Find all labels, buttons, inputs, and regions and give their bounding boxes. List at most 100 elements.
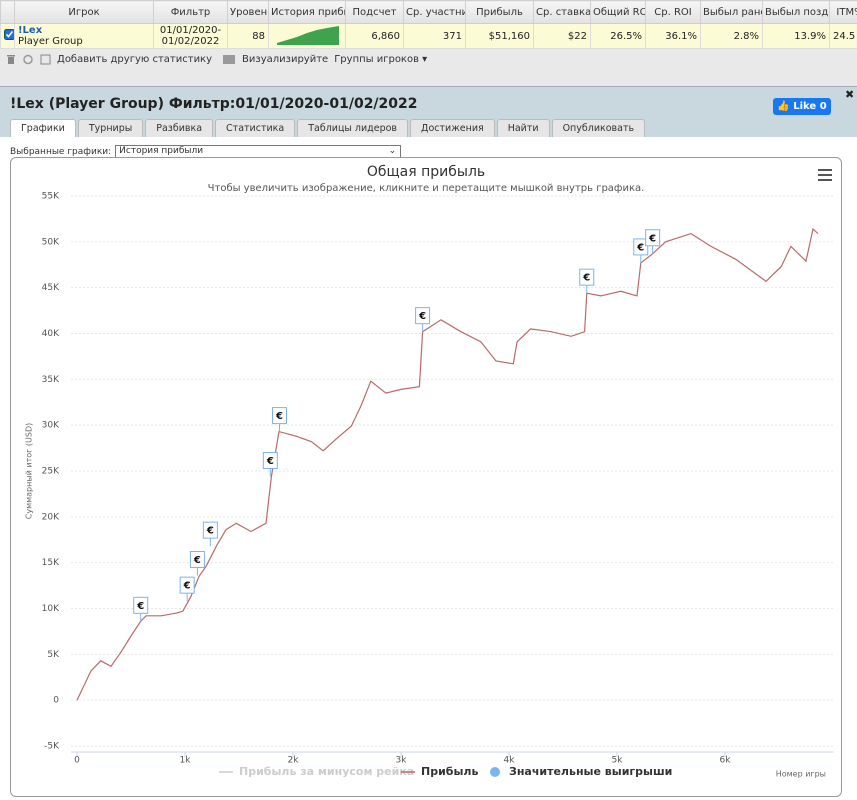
x-tick-label: 0 [74, 756, 80, 766]
cell: $51,160 [465, 23, 534, 49]
tab[interactable]: Графики [10, 119, 76, 137]
tab[interactable]: Опубликовать [551, 119, 646, 137]
marker-box [272, 407, 287, 425]
header-cell[interactable]: Прибыль [465, 0, 534, 24]
like-count[interactable]: 0 [819, 101, 827, 112]
big-win-marker[interactable]: € [579, 268, 595, 294]
player-name[interactable]: !Lex [18, 25, 43, 36]
legend-label: Прибыль [421, 765, 478, 778]
big-win-marker[interactable]: € [202, 521, 218, 547]
header-cell[interactable]: Фильтр [153, 0, 228, 24]
cell: 371 [403, 23, 466, 49]
marker-box [415, 307, 431, 325]
big-win-marker[interactable]: € [262, 452, 278, 477]
legend-item[interactable]: Прибыль [401, 765, 478, 778]
y-tick-label: 55K [42, 192, 60, 202]
legend-item[interactable]: Значительные выигрыши [490, 765, 672, 778]
legend-item[interactable]: Прибыль за минусом рейка [219, 765, 414, 778]
cell: 24.5 [829, 23, 857, 49]
sparkline-cell [268, 23, 346, 49]
add-icon[interactable] [40, 54, 51, 65]
profit-line [76, 227, 819, 701]
marker-box [645, 229, 661, 247]
big-win-marker[interactable]: € [645, 229, 661, 254]
groups-button[interactable]: Группы игроков ▾ [334, 53, 428, 65]
legend-label: Значительные выигрыши [509, 765, 672, 778]
marker-label: € [582, 273, 590, 284]
y-tick-label: 30K [42, 421, 60, 431]
marker-label: € [418, 311, 426, 322]
player-cell: !Lex Player Group [14, 23, 154, 49]
selector-value[interactable]: История прибыли [119, 146, 204, 156]
data-row: !Lex Player Group 01/01/2020-01/02/2022 8… [0, 23, 857, 49]
tab[interactable]: Разбивка [145, 119, 214, 137]
header-cell[interactable]: Уровен [227, 0, 269, 24]
y-tick-label: 50K [42, 237, 60, 247]
header-cell [0, 0, 15, 24]
marker-box [633, 238, 649, 256]
big-win-marker[interactable]: € [415, 307, 431, 332]
header-cell[interactable]: Ср. участни [403, 0, 466, 24]
refresh-icon[interactable] [22, 54, 34, 65]
marker-box [179, 576, 195, 594]
big-win-marker[interactable]: € [133, 596, 149, 622]
header-cell[interactable]: Игрок [14, 0, 154, 24]
checkbox[interactable] [4, 29, 15, 40]
marker-label: € [266, 456, 274, 467]
marker-label: € [648, 233, 656, 244]
cell: 13.9% [762, 23, 830, 49]
chart-subtitle: Чтобы увеличить изображение, кликните и … [208, 183, 645, 194]
big-win-marker[interactable]: € [179, 576, 195, 602]
panel-title: !Lex (Player Group) Фильтр:01/01/2020-01… [10, 96, 418, 112]
tab[interactable]: Статистика [215, 119, 296, 137]
big-win-marker[interactable]: € [189, 551, 205, 576]
header-cell[interactable]: Выбыл позд [762, 0, 830, 24]
header-row: Игрок Фильтр Уровен История прибы Подсчет Ср.… [0, 0, 857, 24]
big-win-marker[interactable]: € [633, 238, 649, 263]
header-cell[interactable]: ITM% [829, 0, 857, 24]
y-tick-label: 10K [42, 604, 60, 614]
panel-header: !Lex (Player Group) Фильтр:01/01/2020-01… [0, 86, 857, 137]
visualize-icon[interactable] [222, 54, 236, 65]
header-cell[interactable]: Ср. ROI [645, 0, 701, 24]
marker-label: € [136, 601, 144, 612]
selector-label: Выбранные графики: [10, 146, 112, 157]
marker-label: € [183, 581, 191, 592]
tab[interactable]: Таблицы лидеров [297, 119, 409, 137]
close-button[interactable]: ✖ [845, 88, 855, 101]
delete-icon[interactable] [6, 54, 16, 65]
header-cell[interactable]: Общий ROI [590, 0, 646, 24]
header-cell[interactable]: История прибы [268, 0, 346, 24]
checkbox-cell[interactable] [0, 23, 15, 49]
tab[interactable]: Найти [496, 119, 550, 137]
marker-box [189, 551, 205, 568]
menu-icon[interactable] [818, 169, 832, 181]
sparkline [277, 25, 339, 45]
marker-box [262, 452, 278, 469]
cell: 6,860 [345, 23, 404, 49]
tab[interactable]: Достижения [410, 119, 495, 137]
header-cell[interactable]: Ср. ставка [533, 0, 591, 24]
header-cell[interactable]: Подсчет [345, 0, 404, 24]
groups-label[interactable]: Группы игроков [334, 53, 419, 65]
cell: 26.5% [590, 23, 646, 49]
cell: 01/01/2020-01/02/2022 [153, 23, 228, 49]
y-tick-label: -5K [44, 742, 60, 752]
add-stat-button[interactable]: Добавить другую статистику [57, 53, 213, 65]
cell: 88 [227, 23, 269, 49]
visualize-button[interactable]: Визуализируйте [242, 53, 329, 65]
like-button[interactable]: 👍 Like 0 [773, 98, 831, 115]
dropdown-arrow[interactable]: ⌄ [388, 146, 397, 156]
big-win-marker[interactable]: € [272, 407, 287, 432]
y-tick-label: 15K [42, 558, 60, 568]
header-cell[interactable]: Выбыл ранс [700, 0, 763, 24]
marker-label: € [275, 411, 283, 422]
x-tick-label: 3k [396, 756, 408, 766]
y-tick-label: 0 [53, 696, 59, 706]
stats-table: Игрок Фильтр Уровен История прибы Подсчет Ср.… [0, 0, 857, 49]
like-label[interactable]: Like [793, 101, 817, 112]
x-tick-label: 5k [612, 756, 624, 766]
tab[interactable]: Турниры [77, 119, 144, 137]
